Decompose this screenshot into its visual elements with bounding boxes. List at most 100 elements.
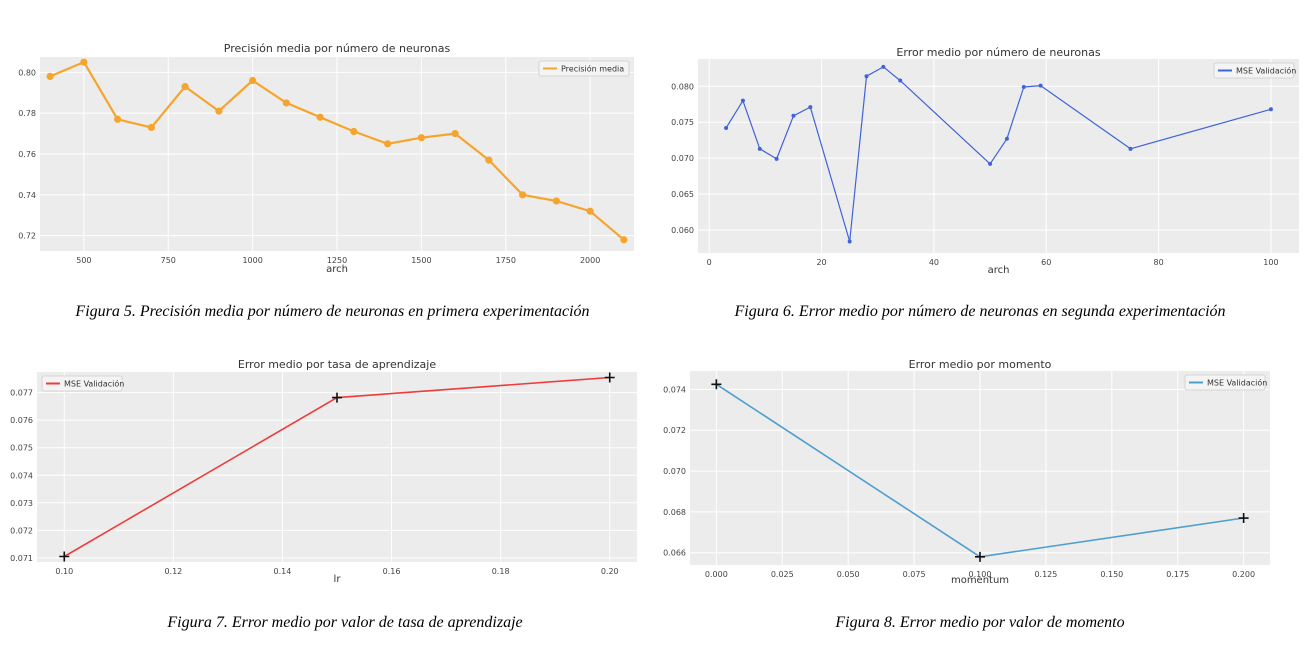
data-point — [80, 58, 88, 66]
data-point — [711, 379, 722, 390]
chart-precision-por-neuronas: 500 750 1000 1250 1500 1750 2000 0.72 0.74 0.76 0.… — [0, 38, 645, 278]
data-point — [316, 113, 324, 121]
x-axis-label: arch — [326, 264, 348, 275]
plot-background — [698, 59, 1299, 253]
x-tick-label: 0 — [707, 258, 712, 267]
data-point — [181, 83, 189, 91]
y-tick-label: 0.74 — [18, 191, 36, 200]
chart-error-por-tasa-aprendizaje: 0.10 0.12 0.14 0.16 0.18 0.20 0.071 0.072 0.073 0… — [0, 350, 645, 585]
y-tick-label: 0.068 — [663, 508, 686, 517]
x-tick-label: 0.20 — [601, 567, 619, 576]
data-point — [451, 129, 459, 138]
chart-svg: 0 20 40 60 80 100 0.060 0.065 0.070 0.075 0.080 Err… — [671, 46, 1299, 276]
data-point — [881, 64, 886, 69]
x-tick-label: 80 — [1153, 258, 1163, 267]
chart-error-por-momento: 0.000 0.025 0.050 0.075 0.100 0.125 0.150 0.175… — [655, 350, 1305, 590]
data-point — [552, 197, 560, 205]
x-axis-label: arch — [988, 265, 1010, 276]
data-point — [1238, 513, 1249, 524]
chart-title: Error medio por tasa de aprendizaje — [238, 358, 436, 371]
y-tick-label: 0.72 — [18, 232, 36, 241]
data-point — [988, 161, 993, 166]
data-point — [864, 74, 869, 79]
y-tick-label: 0.76 — [18, 150, 36, 159]
x-tick-label: 0.10 — [55, 567, 73, 576]
data-point — [350, 127, 358, 136]
chart-svg: 0.10 0.12 0.14 0.16 0.18 0.20 0.071 0.072 0.073 0… — [10, 358, 637, 585]
y-tick-label: 0.074 — [663, 385, 686, 394]
x-tick-label: 60 — [1041, 258, 1051, 267]
data-point — [847, 239, 852, 244]
x-tick-label: 1750 — [496, 256, 516, 265]
data-point — [1268, 107, 1273, 112]
chart-svg: 0.000 0.025 0.050 0.075 0.100 0.125 0.150 0.175… — [663, 358, 1270, 586]
y-tick-label: 0.071 — [10, 554, 33, 563]
series-line — [49, 61, 625, 241]
legend-label: Precisión media — [561, 64, 624, 74]
y-tick-label: 0.073 — [10, 499, 33, 508]
y-tick-label: 0.78 — [18, 109, 36, 118]
legend-box — [1213, 62, 1295, 79]
x-tick-label: 0.000 — [705, 570, 728, 579]
data-point — [147, 123, 155, 132]
x-tick-label: 0.075 — [903, 570, 926, 579]
chart-error-por-neuronas: 0 20 40 60 80 100 0.060 0.065 0.070 0.075 0.080 Err… — [655, 40, 1305, 280]
y-tick-label: 0.072 — [663, 426, 686, 435]
legend-label: MSE Validación — [1207, 378, 1267, 388]
y-tick-label: 0.066 — [663, 549, 686, 558]
data-point — [519, 191, 527, 199]
data-point — [1004, 136, 1009, 141]
legend-label: MSE Validación — [64, 379, 124, 389]
chart-title: Error medio por momento — [909, 358, 1052, 371]
data-point — [620, 236, 628, 244]
data-point — [724, 125, 729, 130]
x-tick-label: 0.12 — [164, 567, 182, 576]
y-tick-label: 0.076 — [10, 416, 33, 425]
data-point — [808, 105, 813, 110]
chart-title: Error medio por número de neuronas — [896, 46, 1100, 59]
x-tick-label: 2000 — [580, 256, 600, 265]
x-tick-label: 20 — [816, 258, 826, 267]
x-tick-label: 500 — [76, 256, 91, 265]
data-point — [740, 98, 745, 103]
data-point — [114, 115, 122, 123]
data-point — [282, 99, 290, 107]
y-tick-label: 0.070 — [663, 467, 686, 476]
figure-6-caption: Figura 6. Error medio por número de neur… — [734, 303, 1226, 320]
y-tick-label: 0.080 — [671, 82, 694, 91]
data-point — [384, 140, 392, 148]
data-point — [59, 551, 70, 562]
x-tick-label: 0.18 — [492, 567, 510, 576]
data-point — [1038, 83, 1043, 88]
data-point — [791, 113, 796, 118]
x-tick-label: 0.200 — [1232, 570, 1255, 579]
x-tick-label: 0.16 — [383, 567, 401, 576]
data-point — [485, 156, 493, 164]
x-tick-label: 1500 — [411, 256, 431, 265]
x-tick-label: 0.175 — [1166, 570, 1189, 579]
data-point — [898, 78, 903, 83]
chart-svg: 500 750 1000 1250 1500 1750 2000 0.72 0.74 0.76 0.… — [18, 42, 634, 275]
y-tick-label: 0.065 — [671, 190, 694, 199]
x-tick-label: 0.050 — [837, 570, 860, 579]
chart-title: Precisión media por número de neuronas — [224, 42, 451, 55]
x-tick-label: 100 — [1263, 258, 1278, 267]
legend-box — [538, 60, 630, 77]
data-point — [215, 107, 223, 115]
y-tick-label: 0.060 — [671, 226, 694, 235]
legend-label: MSE Validación — [1236, 66, 1296, 76]
legend-box — [1184, 374, 1266, 391]
legend-box — [41, 375, 123, 392]
figure-8-caption: Figura 8. Error medio por valor de momen… — [835, 614, 1125, 631]
y-tick-label: 0.075 — [671, 118, 694, 127]
data-point — [975, 551, 985, 562]
data-point — [586, 207, 594, 215]
x-tick-label: 0.100 — [969, 570, 992, 579]
data-point — [1021, 85, 1026, 90]
data-point — [332, 392, 342, 403]
x-axis-label: momentum — [951, 575, 1009, 586]
data-point — [604, 372, 615, 383]
x-axis-label: lr — [334, 574, 342, 585]
x-tick-label: 0.14 — [274, 567, 292, 576]
data-point — [46, 72, 54, 80]
